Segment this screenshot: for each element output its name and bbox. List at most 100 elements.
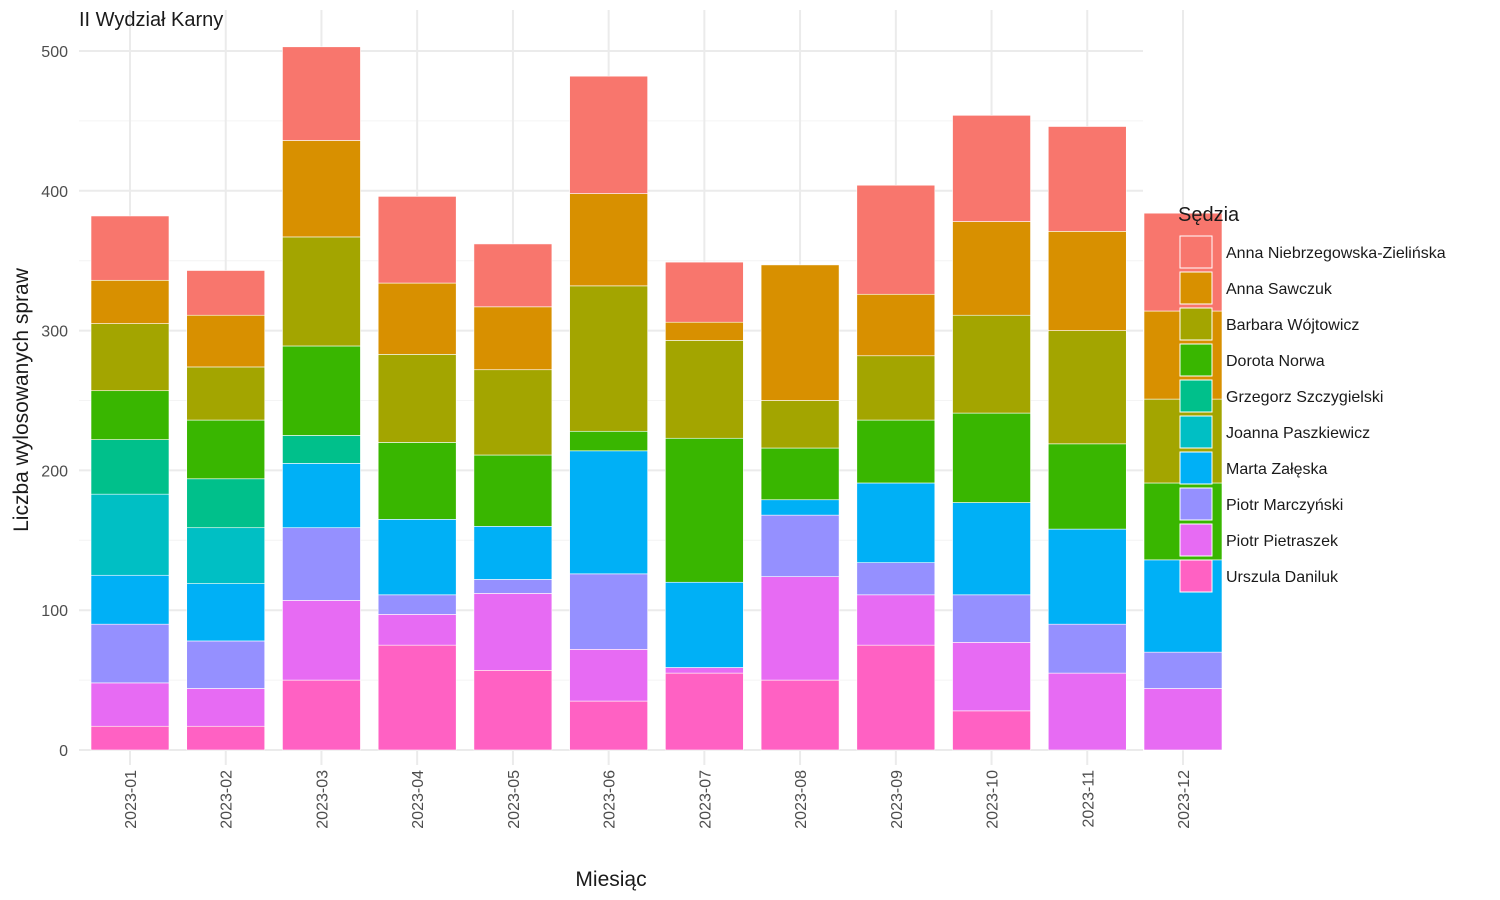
bar-segment [952,412,1031,503]
x-axis-ticks: 2023-01 2023-02 2023-03 2023-04 2023-05 2023-… [123,770,1193,829]
bar-segment [377,282,457,355]
bar-segment [473,243,553,308]
bar-segment [90,725,170,751]
y-tick-label: 300 [41,324,68,341]
y-tick-label: 0 [59,743,68,760]
bar-segment [760,447,840,501]
chart-title: II Wydział Karny [79,9,223,31]
bar-segment [377,196,457,284]
bar-segment [186,688,266,727]
y-tick-label: 100 [41,603,68,620]
bar-segment [952,642,1031,712]
bar-segment [760,679,840,751]
x-tick-label: 2023-08 [793,770,810,829]
bar-segment [473,369,553,456]
y-tick-label: 400 [41,184,68,201]
bar-segment [569,450,648,575]
bar-segment [90,439,170,495]
bar-segment [569,649,648,702]
x-tick-label: 2023-11 [1080,770,1097,828]
bar-segment [90,215,170,281]
bar-segment [473,306,553,371]
bar-segment [1047,623,1127,674]
legend-label: Barbara Wójtowicz [1226,317,1359,334]
bar-segment [1047,231,1127,331]
x-tick-label: 2023-07 [697,770,714,829]
x-tick-label: 2023-03 [314,770,331,829]
bar-segment [377,614,457,646]
bar-segment [856,419,936,484]
bar-segment [665,581,744,668]
x-tick-label: 2023-12 [1176,770,1193,829]
legend-label: Joanna Paszkiewicz [1226,425,1370,442]
bar-segment [90,682,170,727]
bar-segment [665,340,744,439]
bar-segment [90,279,170,324]
bar-segment [665,437,744,583]
bar-segment [473,526,553,580]
bar-segment [569,75,648,194]
legend-label: Piotr Marczyński [1226,497,1343,514]
bar-segment [856,293,936,357]
x-axis-title: Miesiąc [575,868,646,891]
bar-segment [473,593,553,671]
legend-label: Anna Sawczuk [1226,281,1333,298]
x-tick-label: 2023-05 [506,770,523,829]
y-axis-ticks: 0 100 200 300 400 500 [41,44,68,760]
legend-label: Dorota Norwa [1226,353,1325,370]
x-tick-label: 2023-01 [123,770,140,829]
legend-swatch [1179,523,1213,557]
bar-segment [473,579,553,594]
bar-segment [665,667,744,674]
bar-segment [856,562,936,596]
legend-swatch [1179,487,1213,521]
bar-segment [186,270,266,316]
legend-swatch [1179,415,1213,449]
bar-segment [282,345,361,436]
bar-segment [569,193,648,287]
bar-segment [282,600,361,681]
y-axis-title: Liczba wylosowanych spraw [10,267,33,532]
legend-swatch [1179,271,1213,305]
bar-segment [569,700,648,751]
bar-segment [569,573,648,650]
bar-segment [282,46,361,141]
bar-segment [856,355,936,421]
bar-segment [186,478,266,529]
bars [90,46,1223,751]
legend-label: Piotr Pietraszek [1226,533,1339,550]
bar-segment [952,502,1031,596]
bar-segment [760,264,840,401]
bar-segment [856,594,936,646]
bar-segment [90,323,170,392]
bar-segment [186,419,266,480]
legend: Sędzia Anna Niebrzegowska-Zielińska Anna … [1178,204,1446,593]
bar-segment [952,115,1031,222]
legend-swatch [1179,559,1213,593]
bar-segment [186,366,266,421]
bar-segment [569,430,648,452]
bar-segment [1047,443,1127,530]
bar-segment [90,493,170,576]
bar-segment [760,576,840,681]
legend-swatch [1179,307,1213,341]
x-tick-label: 2023-02 [219,770,236,829]
bar-segment [377,519,457,596]
bar-segment [1047,528,1127,625]
bar-segment [90,390,170,440]
bar-segment [377,594,457,615]
bar-segment [952,710,1031,751]
bar-segment [186,583,266,642]
bar-segment [856,644,936,751]
bar-segment [282,527,361,601]
bar-segment [473,670,553,751]
bar-segment [856,482,936,563]
bar-segment [1143,688,1223,751]
bar-segment [186,527,266,584]
bar-segment [377,644,457,751]
x-tick-label: 2023-04 [410,770,427,829]
bar-segment [1047,672,1127,751]
legend-label: Urszula Daniluk [1226,569,1339,586]
legend-swatch [1179,235,1213,269]
bar-segment [282,140,361,238]
